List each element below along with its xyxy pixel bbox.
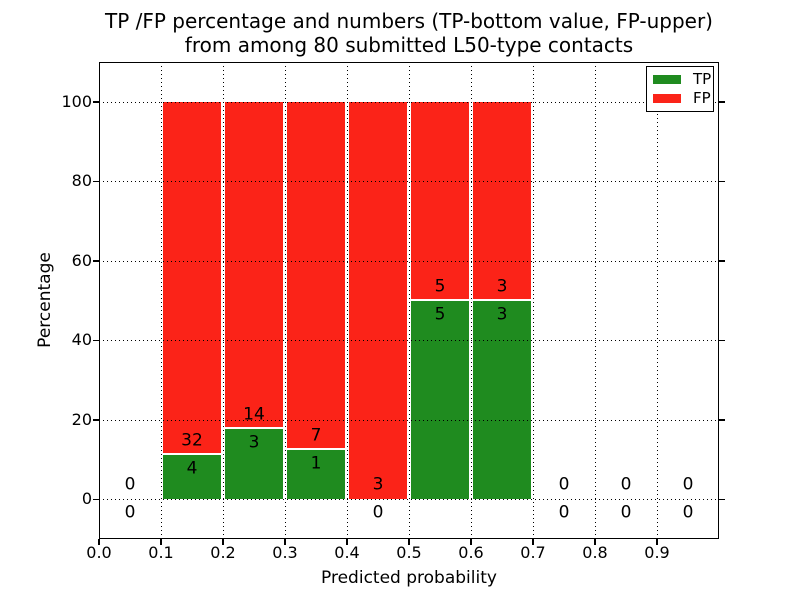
fp-count-label: 7 [310, 425, 322, 446]
tp-swatch-icon [653, 74, 681, 84]
y-tick-mark [93, 180, 99, 182]
legend: TP FP [646, 66, 714, 112]
legend-label-tp: TP [693, 69, 712, 88]
fp-count-label: 0 [558, 474, 570, 495]
x-tick-mark [160, 539, 162, 545]
chart-title: TP /FP percentage and numbers (TP-bottom… [99, 9, 719, 57]
x-tick-label: 0.0 [86, 543, 112, 562]
fp-bar-segment [411, 101, 469, 299]
y-tick-mark-right [719, 101, 725, 103]
y-tick-mark-right [719, 419, 725, 421]
v-gridline [595, 62, 596, 539]
y-tick-mark [93, 498, 99, 500]
fp-bar-segment [225, 101, 283, 428]
x-tick-label: 0.5 [396, 543, 422, 562]
y-tick-mark-right [719, 180, 725, 182]
y-tick-mark [93, 419, 99, 421]
fp-count-label: 0 [124, 474, 136, 495]
fp-count-label: 0 [620, 474, 632, 495]
y-tick-label: 60 [71, 250, 92, 270]
fp-bar-segment [163, 101, 221, 454]
y-tick-label: 40 [71, 330, 92, 350]
fp-count-label: 3 [372, 474, 384, 495]
tp-count-label: 0 [124, 502, 136, 523]
tp-bar-segment [163, 455, 221, 500]
x-tick-label: 0.7 [520, 543, 546, 562]
tp-bar-segment [225, 429, 283, 500]
y-tick-mark [93, 260, 99, 262]
v-gridline [347, 62, 348, 539]
fp-bar-segment [349, 101, 407, 500]
x-tick-mark [470, 539, 472, 545]
x-tick-mark [408, 539, 410, 545]
tp-count-label: 0 [682, 502, 694, 523]
v-gridline [657, 62, 658, 539]
x-tick-label: 0.9 [644, 543, 670, 562]
y-tick-mark-right [719, 260, 725, 262]
x-tick-label: 0.8 [582, 543, 608, 562]
x-tick-mark [346, 539, 348, 545]
legend-item-fp: FP [653, 91, 713, 106]
y-tick-label: 20 [71, 409, 92, 429]
legend-item-tp: TP [653, 69, 713, 88]
y-tick-mark-right [719, 339, 725, 341]
tp-count-label: 5 [434, 304, 446, 324]
v-gridline [285, 62, 286, 539]
tp-bar-segment [411, 300, 469, 500]
tp-count-label: 0 [620, 502, 632, 523]
tp-count-label: 0 [558, 502, 570, 523]
fp-count-label: 5 [434, 276, 446, 296]
tp-count-label: 1 [310, 453, 322, 474]
fp-count-label: 32 [181, 430, 203, 451]
x-tick-label: 0.2 [210, 543, 236, 562]
x-axis-label: Predicted probability [321, 568, 497, 588]
v-gridline [161, 62, 162, 539]
x-tick-label: 0.1 [148, 543, 174, 562]
tp-count-label: 4 [186, 458, 198, 479]
x-tick-mark [222, 539, 224, 545]
fp-count-label: 3 [496, 276, 508, 296]
fp-swatch-icon [653, 94, 681, 104]
y-tick-label: 100 [61, 91, 92, 111]
x-tick-mark [594, 539, 596, 545]
tp-count-label: 0 [372, 502, 384, 523]
tp-bar-segment [287, 449, 345, 500]
chart-title-line2: from among 80 submitted L50-type contact… [184, 33, 634, 57]
v-gridline [223, 62, 224, 539]
tp-bar-segment [473, 300, 531, 500]
x-tick-label: 0.3 [272, 543, 298, 562]
tp-count-label: 3 [248, 432, 260, 453]
fp-bar-segment [473, 101, 531, 299]
v-gridline [533, 62, 534, 539]
chart-title-line1: TP /FP percentage and numbers (TP-bottom… [105, 9, 713, 33]
x-tick-mark [532, 539, 534, 545]
v-gridline [471, 62, 472, 539]
y-tick-mark [93, 339, 99, 341]
y-tick-label: 80 [71, 171, 92, 191]
y-tick-mark-right [719, 498, 725, 500]
legend-label-fp: FP [693, 89, 711, 108]
x-tick-mark [98, 539, 100, 545]
fp-count-label: 14 [243, 404, 265, 425]
fp-count-label: 0 [682, 474, 694, 495]
tp-count-label: 3 [496, 304, 508, 324]
y-tick-mark [93, 101, 99, 103]
x-tick-mark [656, 539, 658, 545]
fp-bar-segment [287, 101, 345, 448]
plot-area: 0 0 32 4 14 3 7 1 3 0 5 5 3 3 0 0 0 0 0 0 TP FP [99, 62, 719, 539]
y-tick-label: 0 [81, 489, 92, 509]
x-tick-label: 0.4 [334, 543, 360, 562]
v-gridline [409, 62, 410, 539]
x-tick-mark [284, 539, 286, 545]
x-tick-label: 0.6 [458, 543, 484, 562]
